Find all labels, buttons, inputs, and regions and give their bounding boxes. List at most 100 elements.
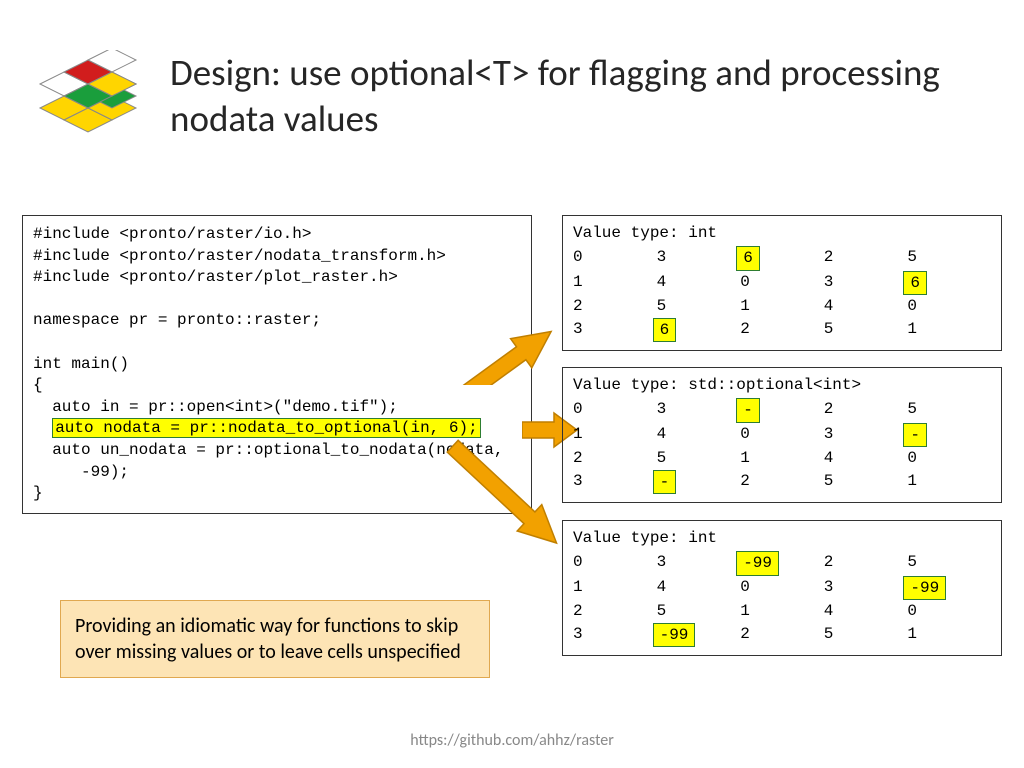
code-line: namespace pr = pronto::raster; — [33, 311, 321, 329]
table-cell: 4 — [824, 447, 908, 469]
code-line: { — [33, 376, 43, 394]
table-row: 1403-99 — [573, 576, 991, 600]
table-cell: 0 — [573, 398, 657, 422]
table-cell: 3 — [824, 576, 908, 600]
table-cell: 0 — [907, 600, 991, 622]
table-cell: 3 — [824, 271, 908, 295]
table-cell: 3 — [657, 246, 741, 270]
table-row: 03- 25 — [573, 398, 991, 422]
table-cell: 4 — [824, 295, 908, 317]
code-line: #include <pronto/raster/nodata_transform… — [33, 247, 446, 265]
table-cell: 5 — [824, 623, 908, 647]
table-cell: - — [657, 470, 741, 494]
table-cell: 1 — [907, 318, 991, 342]
table-cell: 1 — [573, 271, 657, 295]
table-cell: -99 — [657, 623, 741, 647]
table-cell: 2 — [573, 600, 657, 622]
output-table-int: Value type: int 03625140362514036251 — [562, 215, 1002, 351]
table-header: Value type: int — [573, 527, 991, 549]
table-cell: 4 — [657, 576, 741, 600]
table-cell: -99 — [740, 551, 824, 575]
highlighted-value: - — [736, 398, 760, 422]
table-cell: 1 — [740, 295, 824, 317]
table-cell: 3 — [573, 623, 657, 647]
highlighted-value: 6 — [736, 246, 760, 270]
highlighted-value: 6 — [653, 318, 677, 342]
table-cell: 3 — [824, 423, 908, 447]
table-cell: -99 — [907, 576, 991, 600]
table-cell: 6 — [740, 246, 824, 270]
table-cell: 0 — [573, 246, 657, 270]
table-header: Value type: int — [573, 222, 991, 244]
highlighted-value: - — [653, 470, 677, 494]
table-cell: 0 — [907, 295, 991, 317]
table-row: 25140 — [573, 447, 991, 469]
table-cell: 2 — [573, 295, 657, 317]
table-cell: 0 — [740, 423, 824, 447]
table-cell: 4 — [657, 271, 741, 295]
table-row: 14036 — [573, 271, 991, 295]
highlighted-value: 6 — [903, 271, 927, 295]
footer-url: https://github.com/ahhz/raster — [0, 731, 1024, 750]
table-cell: 2 — [740, 470, 824, 494]
table-cell: 6 — [657, 318, 741, 342]
table-cell: 2 — [824, 246, 908, 270]
table-cell: 2 — [740, 623, 824, 647]
table-row: 1403- — [573, 423, 991, 447]
table-row: 25140 — [573, 600, 991, 622]
code-line: #include <pronto/raster/plot_raster.h> — [33, 268, 398, 286]
table-cell: 5 — [824, 470, 908, 494]
table-cell: 2 — [824, 398, 908, 422]
table-row: 3-251 — [573, 470, 991, 494]
table-cell: 5 — [657, 295, 741, 317]
code-line: -99); — [33, 463, 129, 481]
table-cell: 3 — [573, 470, 657, 494]
table-cell: 1 — [740, 447, 824, 469]
table-row: 3-99251 — [573, 623, 991, 647]
highlighted-value: -99 — [653, 623, 696, 647]
raster-logo-icon — [30, 50, 150, 145]
table-cell: 5 — [907, 551, 991, 575]
highlighted-value: - — [903, 423, 927, 447]
table-cell: 3 — [573, 318, 657, 342]
code-highlight: auto nodata = pr::nodata_to_optional(in,… — [52, 418, 480, 438]
table-cell: - — [907, 423, 991, 447]
code-line: #include <pronto/raster/io.h> — [33, 225, 311, 243]
slide-title: Design: use optional<T> for flagging and… — [170, 50, 994, 143]
table-cell: 5 — [824, 318, 908, 342]
code-line: } — [33, 484, 43, 502]
table-cell: 1 — [573, 423, 657, 447]
table-row: 36251 — [573, 318, 991, 342]
table-cell: 1 — [573, 576, 657, 600]
table-cell: 1 — [907, 623, 991, 647]
table-cell: 3 — [657, 551, 741, 575]
table-cell: 5 — [907, 246, 991, 270]
table-cell: 3 — [657, 398, 741, 422]
table-cell: 0 — [907, 447, 991, 469]
table-row: 03625 — [573, 246, 991, 270]
table-header: Value type: std::optional<int> — [573, 374, 991, 396]
table-cell: 2 — [740, 318, 824, 342]
highlighted-value: -99 — [736, 551, 779, 575]
table-cell: 5 — [657, 447, 741, 469]
output-table-nodata: Value type: int 03-99251403-99251403-992… — [562, 520, 1002, 656]
arrow-icon — [440, 265, 570, 385]
arrow-icon — [440, 433, 580, 593]
highlighted-value: -99 — [903, 576, 946, 600]
table-cell: 0 — [740, 576, 824, 600]
table-row: 25140 — [573, 295, 991, 317]
table-cell: 2 — [824, 551, 908, 575]
callout-box: Providing an idiomatic way for functions… — [60, 600, 490, 678]
table-row: 03-9925 — [573, 551, 991, 575]
table-cell: 0 — [740, 271, 824, 295]
output-table-optional: Value type: std::optional<int> 03-251403… — [562, 367, 1002, 503]
table-cell: 4 — [657, 423, 741, 447]
table-cell: 4 — [824, 600, 908, 622]
table-cell: 0 — [573, 551, 657, 575]
table-cell: 1 — [740, 600, 824, 622]
code-line: auto un_nodata = pr::optional_to_nodata(… — [33, 441, 503, 459]
table-cell: 6 — [907, 271, 991, 295]
table-cell: 1 — [907, 470, 991, 494]
code-line: int main() — [33, 355, 129, 373]
table-cell: 5 — [907, 398, 991, 422]
